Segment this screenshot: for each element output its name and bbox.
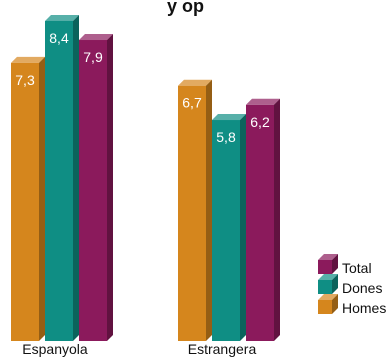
legend-swatch-dones-side	[332, 274, 338, 294]
bar-dones-estrangera	[212, 114, 246, 342]
bar-homes-espanyola	[11, 56, 45, 342]
bar-total-espanyola-top	[79, 34, 113, 41]
bar-total-estrangera-side	[274, 98, 280, 341]
legend-item-homes: Homes	[318, 294, 386, 316]
legend-swatch-total-top	[318, 254, 338, 260]
value-label-dones-espanyola: 8,4	[49, 30, 69, 46]
value-label-total-espanyola: 7,9	[83, 49, 103, 65]
bar-dones-estrangera-top	[212, 114, 246, 121]
legend-swatch-total-front	[318, 260, 332, 274]
bar-total-espanyola	[79, 34, 113, 341]
category-label-estrangera: Estrangera	[188, 341, 257, 357]
legend-swatch-homes-front	[318, 300, 332, 314]
bar-dones-estrangera-side	[240, 114, 246, 342]
bar-homes-estrangera	[178, 79, 212, 341]
value-labels-group: 7,3 8,4 7,9 6,7 5,8 6,2	[15, 30, 270, 145]
bar-total-estrangera-front	[246, 104, 274, 341]
bar-total-espanyola-side	[107, 34, 113, 341]
legend-label-homes: Homes	[342, 300, 386, 316]
bar-dones-estrangera-front	[212, 120, 240, 342]
value-label-dones-estrangera: 5,8	[216, 129, 236, 145]
legend-swatch-homes-top	[318, 294, 338, 300]
bar-dones-espanyola-top	[45, 14, 79, 21]
legend-swatch-total	[318, 254, 338, 274]
legend-label-dones: Dones	[342, 280, 382, 296]
bar-homes-espanyola-front	[11, 62, 39, 342]
bar-homes-espanyola-side	[39, 56, 45, 342]
legend-swatch-homes-side	[332, 294, 338, 314]
bar-total-estrangera	[246, 98, 280, 341]
legend: Total Dones Homes	[318, 254, 386, 316]
bar-homes-espanyola-top	[11, 56, 45, 63]
legend-item-total: Total	[318, 254, 372, 276]
bar-dones-espanyola-front	[45, 20, 73, 342]
bar-total-espanyola-front	[79, 40, 107, 341]
legend-swatch-dones	[318, 274, 338, 294]
legend-item-dones: Dones	[318, 274, 382, 296]
bar-homes-estrangera-top	[178, 79, 212, 86]
bar-homes-estrangera-front	[178, 85, 206, 341]
bar-dones-espanyola-side	[73, 14, 79, 342]
bars-group	[11, 14, 280, 342]
category-label-espanyola: Espanyola	[22, 341, 88, 357]
legend-label-total: Total	[342, 260, 372, 276]
legend-swatch-dones-front	[318, 280, 332, 294]
legend-swatch-total-side	[332, 254, 338, 274]
value-label-total-estrangera: 6,2	[250, 114, 270, 130]
value-label-homes-estrangera: 6,7	[182, 95, 202, 111]
legend-swatch-homes	[318, 294, 338, 314]
bar-dones-espanyola	[45, 14, 79, 342]
legend-swatch-dones-top	[318, 274, 338, 280]
chart-title-fragment: y op	[167, 0, 204, 16]
bar-homes-estrangera-side	[206, 79, 212, 341]
bar-total-estrangera-top	[246, 98, 280, 105]
value-label-homes-espanyola: 7,3	[15, 72, 35, 88]
